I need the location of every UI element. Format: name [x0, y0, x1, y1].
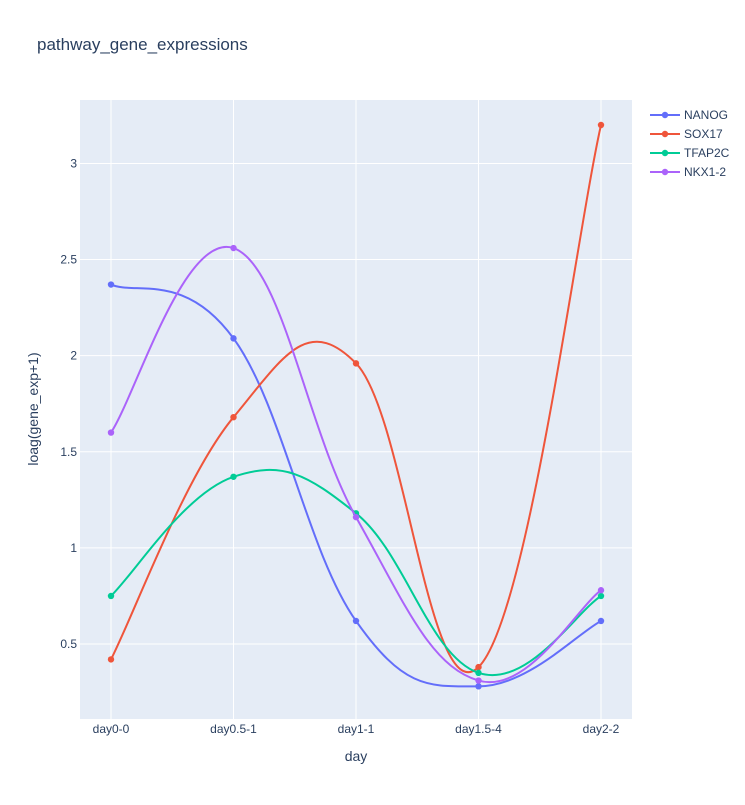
- series-line-sox17: [110, 124, 602, 673]
- x-tick-label: day2-2: [583, 722, 620, 736]
- data-point-sox17: [597, 121, 605, 129]
- data-point-nanog: [597, 617, 605, 625]
- data-point-tfap2c: [597, 592, 605, 600]
- series-line-nanog: [110, 283, 602, 688]
- x-tick-label: day0-0: [93, 722, 130, 736]
- y-axis-ticks: 0.5 1 1.5 2 2.5 3: [60, 156, 77, 651]
- legend-marker: [661, 168, 669, 176]
- data-point-nkx1-2: [230, 244, 237, 252]
- legend-label: SOX17: [684, 127, 723, 141]
- series-sox17: [107, 121, 605, 673]
- x-tick-label: day1-1: [338, 722, 375, 736]
- data-point-nanog: [352, 617, 360, 625]
- series-nkx1-2: [107, 244, 605, 684]
- data-point-tfap2c: [230, 473, 237, 480]
- data-point-nkx1-2: [352, 513, 360, 521]
- data-point-sox17: [230, 413, 237, 421]
- y-tick-label: 2: [70, 349, 77, 363]
- x-axis-ticks: day0-0 day0.5-1 day1-1 day1.5-4 day2-2: [93, 722, 620, 736]
- series-layer: [107, 121, 605, 690]
- legend-item-sox17[interactable]: SOX17: [650, 127, 723, 141]
- legend-item-nanog[interactable]: NANOG: [650, 108, 728, 122]
- legend-marker: [661, 130, 669, 138]
- data-point-sox17: [475, 663, 482, 671]
- data-point-nkx1-2: [597, 587, 605, 594]
- series-line-tfap2c: [110, 468, 602, 677]
- series-tfap2c: [107, 468, 605, 677]
- data-point-sox17: [352, 360, 360, 367]
- x-tick-label: day0.5-1: [210, 722, 257, 736]
- data-point-nkx1-2: [475, 677, 482, 684]
- series-line-nkx1-2: [110, 245, 602, 684]
- data-point-tfap2c: [107, 592, 115, 600]
- x-tick-label: day1.5-4: [455, 722, 502, 736]
- legend-marker: [661, 149, 669, 157]
- data-point-tfap2c: [475, 669, 482, 677]
- legend-label: NANOG: [684, 108, 728, 122]
- legend-label: NKX1-2: [684, 165, 726, 179]
- legend-item-nkx1-2[interactable]: NKX1-2: [650, 165, 726, 179]
- legend-item-tfap2c[interactable]: TFAP2C: [650, 146, 730, 160]
- y-tick-label: 0.5: [60, 637, 77, 651]
- chart-title: pathway_gene_expressions: [37, 35, 248, 54]
- data-point-sox17: [107, 656, 115, 663]
- y-tick-label: 1.5: [60, 445, 77, 459]
- y-tick-label: 1: [70, 541, 77, 555]
- grid-lines: [80, 100, 632, 719]
- y-tick-label: 2.5: [60, 253, 77, 267]
- data-point-nanog: [107, 281, 115, 288]
- legend-marker: [661, 111, 669, 119]
- series-nanog: [107, 281, 605, 690]
- legend[interactable]: NANOG SOX17 TFAP2C NKX1-2: [650, 108, 730, 179]
- legend-label: TFAP2C: [684, 146, 730, 160]
- data-point-nkx1-2: [107, 429, 115, 436]
- x-axis-title: day: [345, 748, 368, 764]
- data-point-nanog: [230, 335, 237, 342]
- y-axis-title: loag(gene_exp+1): [25, 352, 41, 465]
- y-tick-label: 3: [70, 156, 77, 170]
- data-point-nanog: [475, 683, 482, 690]
